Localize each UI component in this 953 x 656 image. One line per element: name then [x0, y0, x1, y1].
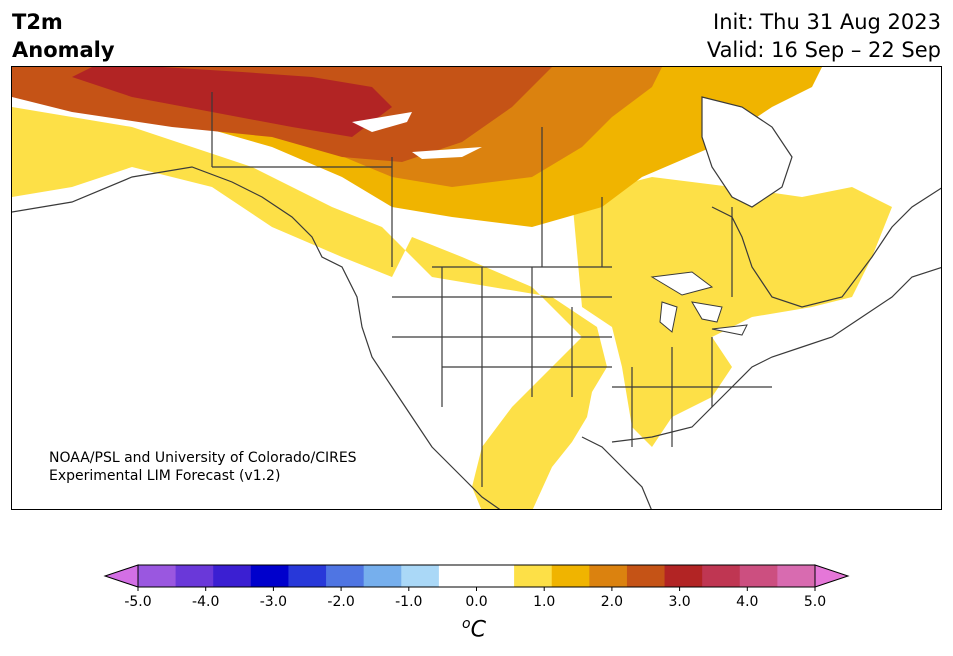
- colorbar-cell: [514, 565, 553, 587]
- colorbar-unit: oC: [462, 616, 486, 642]
- colorbar-cell: [626, 565, 666, 587]
- colorbar-cell: [250, 565, 289, 587]
- colorbar-cell: [664, 565, 703, 587]
- title-line-1: T2m: [12, 10, 63, 34]
- unit-degree: o: [462, 616, 471, 632]
- colorbar-cell: [175, 565, 214, 587]
- colorbar-cell: [363, 565, 402, 587]
- unit-symbol: C: [470, 617, 486, 643]
- credit-line-2: Experimental LIM Forecast (v1.2): [49, 468, 281, 484]
- init-date: Init: Thu 31 Aug 2023: [713, 10, 941, 34]
- colorbar-cell: [551, 565, 590, 587]
- valid-date: Valid: 16 Sep – 22 Sep: [706, 38, 941, 62]
- colorbar-min-arrow: [103, 564, 139, 588]
- colorbar-max-arrow: [814, 564, 850, 588]
- colorbar-cell: [138, 565, 177, 587]
- forecast-dates: Init: Thu 31 Aug 2023 Valid: 16 Sep – 22…: [707, 8, 941, 64]
- colorbar-tick-label: 2.0: [601, 594, 623, 610]
- colorbar-cell: [438, 565, 477, 587]
- colorbar-tick-label: -3.0: [260, 594, 287, 610]
- colorbar-cell: [739, 565, 778, 587]
- colorbar-cell: [702, 565, 741, 587]
- colorbar: -5.0 -4.0 -3.0 -2.0 -1.0 0.0 1.0 2.0 3.0 4.0 5.0: [103, 564, 850, 610]
- colorbar-tick-label: 5.0: [804, 594, 826, 610]
- great-lakes: [650, 271, 748, 336]
- colorbar-tick-label: 3.0: [668, 594, 690, 610]
- colorbar-tick-label: 0.0: [465, 594, 487, 610]
- colorbar-tick-label: 1.0: [533, 594, 555, 610]
- anomaly-map: [11, 66, 942, 510]
- colorbar-cell: [589, 565, 628, 587]
- anomaly-1c-east: [572, 177, 892, 447]
- anomaly-3c-region: [72, 67, 392, 137]
- great-slave-lake: [352, 112, 412, 132]
- colorbar-cell: [288, 565, 327, 587]
- colorbar-tick-label: -1.0: [395, 594, 422, 610]
- colorbar-tick-label: -4.0: [192, 594, 219, 610]
- credit-line-1: NOAA/PSL and University of Colorado/CIRE…: [49, 450, 357, 466]
- credit-text: NOAA/PSL and University of Colorado/CIRE…: [49, 449, 357, 485]
- colorbar-tick-label: 4.0: [736, 594, 758, 610]
- title-line-2: Anomaly: [12, 38, 115, 62]
- hudson-bay: [701, 96, 793, 208]
- map-canvas: [12, 67, 941, 509]
- anomaly-1c-region: [12, 107, 607, 509]
- colorbar-tick-label: -2.0: [327, 594, 354, 610]
- plot-title: T2m Anomaly: [12, 8, 115, 64]
- colorbar-cell: [476, 565, 515, 587]
- colorbar-ticks: -5.0 -4.0 -3.0 -2.0 -1.0 0.0 1.0 2.0 3.0 4.0 5.0: [124, 587, 826, 610]
- colorbar-cells: [138, 565, 816, 587]
- colorbar-cell: [213, 565, 252, 587]
- colorbar-cell: [777, 565, 816, 587]
- colorbar-cell: [401, 565, 440, 587]
- political-boundaries: [12, 92, 941, 509]
- colorbar-tick-label: -5.0: [124, 594, 151, 610]
- great-bear-lake: [412, 147, 482, 159]
- colorbar-cell: [326, 565, 365, 587]
